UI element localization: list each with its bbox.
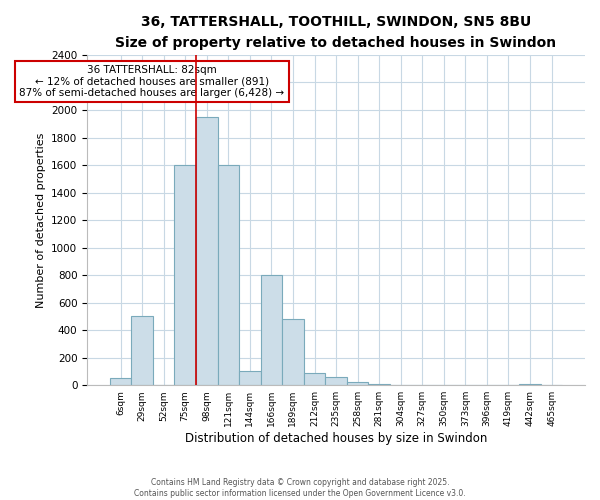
Bar bbox=[110, 378, 131, 385]
X-axis label: Distribution of detached houses by size in Swindon: Distribution of detached houses by size … bbox=[185, 432, 487, 445]
Bar bbox=[368, 384, 390, 385]
Text: 36 TATTERSHALL: 82sqm
← 12% of detached houses are smaller (891)
87% of semi-det: 36 TATTERSHALL: 82sqm ← 12% of detached … bbox=[19, 65, 284, 98]
Text: Contains HM Land Registry data © Crown copyright and database right 2025.
Contai: Contains HM Land Registry data © Crown c… bbox=[134, 478, 466, 498]
Bar bbox=[325, 377, 347, 385]
Bar bbox=[196, 117, 218, 385]
Bar bbox=[239, 372, 260, 385]
Bar bbox=[175, 165, 196, 385]
Y-axis label: Number of detached properties: Number of detached properties bbox=[35, 132, 46, 308]
Bar bbox=[218, 165, 239, 385]
Title: 36, TATTERSHALL, TOOTHILL, SWINDON, SN5 8BU
Size of property relative to detache: 36, TATTERSHALL, TOOTHILL, SWINDON, SN5 … bbox=[115, 15, 557, 50]
Bar bbox=[260, 275, 282, 385]
Bar bbox=[347, 382, 368, 385]
Bar bbox=[304, 373, 325, 385]
Bar bbox=[131, 316, 153, 385]
Bar bbox=[282, 319, 304, 385]
Bar bbox=[519, 384, 541, 385]
